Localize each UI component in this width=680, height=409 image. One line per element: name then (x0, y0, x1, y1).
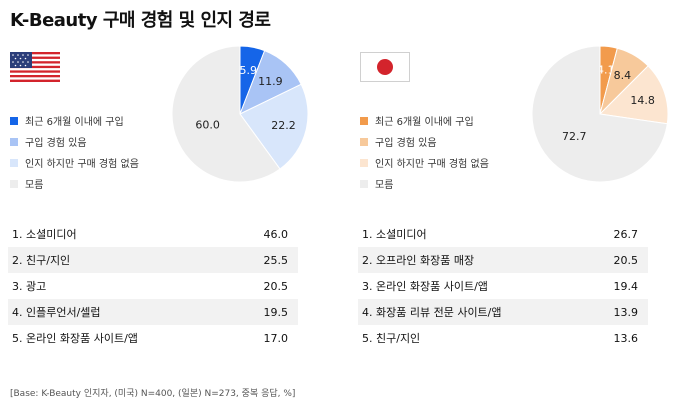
table-row: 3. 광고 20.5 (8, 273, 298, 299)
pie-data-label: 8.4 (614, 69, 632, 82)
pie-data-label: 60.0 (195, 119, 220, 132)
table-row: 2. 오프라인 화장품 매장 20.5 (358, 247, 648, 273)
usa-panel: 5.9 11.9 22.2 60.0 최근 6개월 이내에 구입 구입 경험 있음 인… (0, 44, 330, 374)
legend-swatch (360, 158, 368, 167)
row-value: 13.6 (613, 331, 639, 345)
row-value: 17.0 (263, 331, 289, 345)
table-row: 1. 소셜미디어 46.0 (8, 221, 298, 247)
usa-legend: 최근 6개월 이내에 구입 구입 경험 있음 인지 하지만 구매 경험 없음 모… (10, 110, 139, 194)
legend-label: 구입 경험 있음 (25, 138, 87, 149)
row-value: 19.5 (263, 305, 289, 319)
legend-item: 구입 경험 있음 (360, 131, 489, 152)
japan-panel: 4.1 8.4 14.8 72.7 최근 6개월 이내에 구입 구입 경험 있음 인지… (350, 44, 680, 374)
row-value: 13.9 (613, 305, 639, 319)
legend-item: 모름 (10, 173, 139, 194)
row-label: 3. 광고 (12, 280, 47, 293)
usa-ranking-table: 1. 소셜미디어 46.0 2. 친구/지인 25.5 3. 광고 20.5 4. 인… (8, 221, 298, 351)
row-value: 46.0 (263, 227, 289, 241)
japan-ranking-table: 1. 소셜미디어 26.7 2. 오프라인 화장품 매장 20.5 3. 온라인 화… (358, 221, 648, 351)
row-label: 1. 소셜미디어 (12, 228, 77, 241)
legend-swatch (10, 137, 18, 146)
table-row: 5. 온라인 화장품 사이트/앱 17.0 (8, 325, 298, 351)
table-row: 4. 인플루언서/셀럽 19.5 (8, 299, 298, 325)
row-label: 5. 친구/지인 (362, 332, 421, 345)
legend-swatch (360, 116, 368, 125)
pie-data-label: 5.9 (240, 64, 257, 77)
legend-swatch (10, 179, 18, 188)
footnote: [Base: K-Beauty 인지자, (미국) N=400, (일본) N=… (10, 389, 296, 399)
legend-label: 인지 하지만 구매 경험 없음 (375, 159, 489, 170)
pie-slice (598, 65, 669, 125)
usa-flag-icon (10, 52, 60, 82)
table-row: 3. 온라인 화장품 사이트/앱 19.4 (358, 273, 648, 299)
japan-flag-icon (360, 52, 410, 82)
legend-label: 인지 하지만 구매 경험 없음 (25, 159, 139, 170)
pie-data-label: 72.7 (562, 130, 587, 143)
legend-item: 최근 6개월 이내에 구입 (10, 110, 139, 131)
pie-data-label: 4.1 (597, 63, 615, 76)
row-value: 20.5 (263, 279, 289, 293)
table-row: 5. 친구/지인 13.6 (358, 325, 648, 351)
legend-label: 모름 (25, 180, 44, 191)
usa-pie-chart: 5.911.9 22.2 60.0 (171, 45, 309, 183)
japan-legend: 최근 6개월 이내에 구입 구입 경험 있음 인지 하지만 구매 경험 없음 모… (360, 110, 489, 194)
pie-slice (239, 83, 309, 170)
row-label: 3. 온라인 화장품 사이트/앱 (362, 280, 488, 293)
row-value: 26.7 (613, 227, 639, 241)
legend-label: 모름 (375, 180, 394, 191)
pie-data-label: 14.8 (630, 94, 655, 107)
legend-item: 구입 경험 있음 (10, 131, 139, 152)
legend-label: 최근 6개월 이내에 구입 (25, 117, 124, 128)
legend-item: 최근 6개월 이내에 구입 (360, 110, 489, 131)
pie-data-label: 22.2 (271, 119, 296, 132)
table-row: 1. 소셜미디어 26.7 (358, 221, 648, 247)
row-label: 5. 온라인 화장품 사이트/앱 (12, 332, 138, 345)
row-value: 20.5 (613, 253, 639, 267)
legend-swatch (10, 116, 18, 125)
legend-swatch (360, 179, 368, 188)
row-label: 4. 인플루언서/셀럽 (12, 306, 101, 319)
legend-label: 구입 경험 있음 (375, 138, 437, 149)
row-label: 2. 오프라인 화장품 매장 (362, 254, 475, 267)
page-title: K-Beauty 구매 경험 및 인지 경로 (10, 10, 271, 31)
table-row: 4. 화장품 리뷰 전문 사이트/앱 13.9 (358, 299, 648, 325)
table-row: 2. 친구/지인 25.5 (8, 247, 298, 273)
legend-swatch (360, 137, 368, 146)
legend-item: 모름 (360, 173, 489, 194)
row-label: 4. 화장품 리뷰 전문 사이트/앱 (362, 306, 502, 319)
pie-data-label: 11.9 (258, 75, 283, 88)
legend-item: 인지 하지만 구매 경험 없음 (360, 152, 489, 173)
row-label: 1. 소셜미디어 (362, 228, 427, 241)
row-value: 25.5 (263, 253, 289, 267)
japan-pie-chart: 4.1 8.4 14.8 72.7 (531, 45, 669, 183)
pie-slice (171, 45, 281, 183)
pie-slice (531, 45, 668, 183)
row-value: 19.4 (613, 279, 639, 293)
row-label: 2. 친구/지인 (12, 254, 71, 267)
legend-swatch (10, 158, 18, 167)
legend-item: 인지 하지만 구매 경험 없음 (10, 152, 139, 173)
legend-label: 최근 6개월 이내에 구입 (375, 117, 474, 128)
